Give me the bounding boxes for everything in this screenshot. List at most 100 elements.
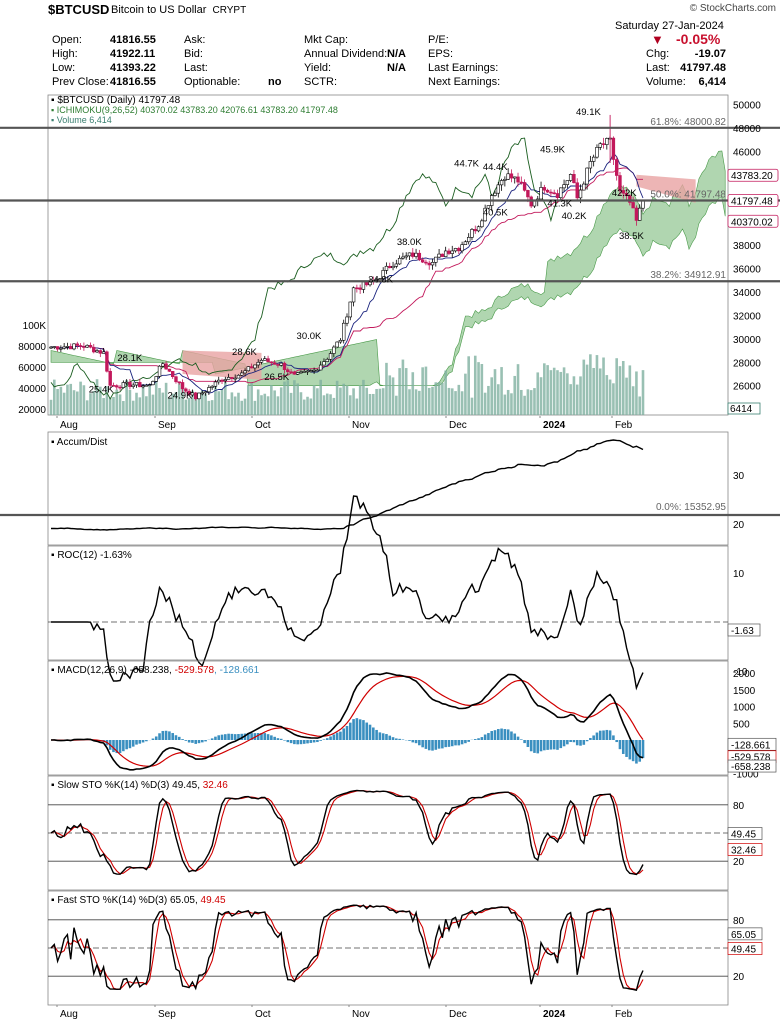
macd-histogram-bar: [335, 732, 339, 740]
header-label-l2-0: Ask:: [184, 34, 206, 46]
macd-histogram-bar: [625, 740, 628, 757]
macd-histogram-bar: [427, 740, 431, 751]
candle-body: [111, 385, 116, 387]
volume-bar: [467, 356, 470, 415]
bottom-xtick-2: Oct: [255, 1009, 271, 1020]
candle-body: [624, 192, 629, 196]
volume-bar: [631, 386, 635, 415]
macd-histogram-bar: [510, 731, 513, 740]
candle-body: [575, 182, 579, 199]
volume-bar: [115, 389, 119, 415]
candle-body: [628, 195, 632, 203]
macd-histogram-bar: [437, 740, 441, 749]
volume-bar: [536, 372, 540, 415]
volume-bar: [496, 384, 500, 415]
slow-sto-tag-box-0: [727, 827, 763, 840]
fast-sto-tag-box-0: [727, 927, 763, 941]
candle-body: [499, 180, 504, 186]
candle-body: [345, 316, 349, 324]
candle-body: [591, 156, 596, 162]
price-tick-50000: 50000: [733, 100, 761, 111]
fast-sto-d-line: [50, 904, 644, 991]
candle-body: [437, 253, 441, 258]
candle-body: [348, 301, 352, 318]
price-tick-36000: 36000: [733, 264, 761, 275]
volume-bar: [200, 390, 204, 415]
volume-bar: [464, 373, 467, 415]
volume-bar: [549, 370, 553, 415]
macd-tick-500: 500: [733, 719, 750, 730]
candle-body: [124, 381, 129, 384]
macd-histogram-bar: [464, 740, 467, 744]
volume-bar: [85, 400, 89, 415]
candle-body: [460, 244, 464, 252]
macd-histogram-bar: [168, 731, 171, 740]
macd-histogram-bar: [266, 734, 270, 740]
volume-bar: [286, 380, 290, 415]
volume-bar: [546, 365, 549, 415]
macd-histogram-bar: [608, 730, 612, 740]
candle-body: [128, 381, 132, 387]
volume-bar: [556, 370, 559, 415]
volume-bar: [250, 382, 253, 415]
candle-body: [355, 287, 359, 290]
candle-body: [92, 346, 96, 353]
candle-body: [177, 381, 181, 384]
macd-histogram-bar: [552, 740, 556, 750]
candle-body: [605, 138, 609, 145]
candle-body: [115, 385, 119, 388]
candle-body: [200, 392, 204, 395]
macd-histogram-bar: [273, 736, 276, 740]
volume-bar: [473, 355, 477, 415]
price-label-7: 40.2K: [562, 211, 587, 222]
volume-bar: [618, 366, 622, 415]
macd-histogram-bar: [191, 740, 194, 743]
candle-body: [256, 361, 260, 366]
price-xtick-3: Nov: [352, 420, 370, 431]
candle-body: [407, 252, 412, 257]
candle-body: [552, 192, 556, 195]
volume-bar: [141, 386, 145, 415]
candle-body: [121, 382, 126, 388]
macd-histogram-bar: [247, 732, 250, 740]
candle-body: [249, 366, 254, 369]
candle-body: [134, 382, 139, 386]
candle-body: [513, 176, 517, 179]
fast-sto-tag-0: 65.05: [731, 930, 756, 941]
volume-bar: [217, 391, 221, 415]
macd-histogram-bar: [138, 740, 142, 744]
volume-bar: [52, 379, 56, 415]
volume-bar: [477, 362, 480, 415]
volume-bar: [316, 388, 319, 415]
candle-body: [217, 379, 221, 383]
macd-histogram-bar: [368, 724, 372, 740]
candle-body: [226, 377, 231, 380]
price-legend-volume: ▪ Volume 6,414: [51, 115, 112, 125]
candle-body: [414, 252, 418, 257]
accum-label: 0.0%: 15352.95: [656, 502, 726, 513]
price-tag-2: 40370.02: [731, 217, 773, 228]
volume-bar: [598, 368, 602, 415]
macd-histogram-bar: [158, 733, 161, 740]
candle-body: [335, 341, 339, 348]
price-tick-30000: 30000: [733, 335, 761, 346]
price-tick-38000: 38000: [733, 241, 761, 252]
candle-body: [631, 202, 635, 209]
price-label-10: 34.8K: [368, 275, 393, 286]
macd-histogram-bar: [506, 729, 510, 740]
macd-histogram-bar: [454, 740, 457, 746]
candle-body: [572, 174, 576, 184]
slow-sto-tag-0: 49.45: [731, 830, 756, 841]
volume-bar: [526, 389, 530, 415]
volume-bar: [355, 398, 359, 415]
macd-histogram-bar: [293, 740, 296, 745]
macd-histogram-bar: [329, 736, 332, 740]
macd-histogram-bar: [306, 740, 309, 744]
macd-histogram-bar: [546, 740, 549, 750]
macd-histogram-bar: [299, 740, 303, 745]
volume-bar: [533, 388, 536, 415]
volume-bar: [92, 390, 96, 415]
header-label-l3-3: SCTR:: [304, 76, 337, 88]
candle-body: [164, 363, 168, 370]
price-label-6: 40.5K: [483, 208, 508, 219]
